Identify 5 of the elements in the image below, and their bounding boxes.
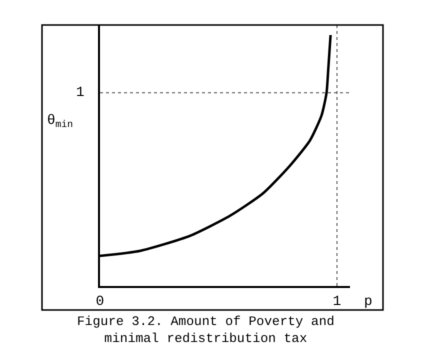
x-axis-title: p: [364, 294, 372, 310]
y-axis-title: θ$_{min}$: [47, 113, 74, 130]
ref-line-label: 1: [76, 85, 84, 101]
x-tick-label: 0: [96, 294, 104, 310]
caption: Figure 3.2. Amount of Poverty and minimal redistribution tax: [77, 314, 334, 346]
